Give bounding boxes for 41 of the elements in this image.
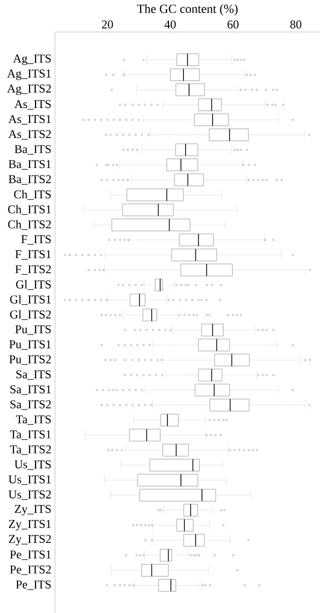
y-tick-label: F_ITS1 bbox=[15, 250, 51, 260]
x-tick-label: 40 bbox=[164, 20, 176, 28]
y-tick-label: Zy_ITS bbox=[14, 504, 51, 516]
y-tick-label: Ag_ITS2 bbox=[7, 84, 51, 96]
y-tick-label: Ch_ITS2 bbox=[8, 220, 51, 230]
y-tick-label: As_ITS1 bbox=[8, 115, 51, 125]
y-tick-label: Ch_ITS bbox=[14, 190, 51, 200]
x-tick-label: 60 bbox=[228, 20, 239, 28]
y-tick-label: Ba_ITS1 bbox=[8, 160, 51, 170]
y-tick-label: Pe_ITS2 bbox=[10, 565, 51, 575]
y-tick-label: Ta_ITS2 bbox=[10, 445, 51, 455]
y-tick-label: Ba_ITS2 bbox=[8, 175, 51, 185]
y-tick-label: Gl_ITS1 bbox=[10, 295, 51, 305]
x-axis-title: The GC content (%) bbox=[137, 4, 238, 16]
y-tick-label: Pe_ITS bbox=[16, 580, 51, 590]
y-tick-label: Pu_ITS1 bbox=[9, 340, 51, 350]
y-tick-label: Us_ITS2 bbox=[8, 490, 51, 500]
y-tick-label: F_ITS bbox=[21, 235, 51, 245]
y-tick-label: Sa_ITS1 bbox=[10, 385, 51, 395]
y-tick-label: Sa_ITS bbox=[16, 370, 51, 380]
y-tick-label: Us_ITS bbox=[14, 460, 51, 470]
y-tick-label: As_ITS bbox=[14, 100, 51, 110]
y-tick-label: Us_ITS1 bbox=[8, 475, 51, 485]
y-tick-label: Ta_ITS1 bbox=[10, 430, 51, 440]
y-tick-label: Pu_ITS2 bbox=[9, 355, 51, 365]
y-tick-label: Sa_ITS2 bbox=[10, 400, 51, 410]
y-tick-label: Pe_ITS1 bbox=[10, 550, 51, 560]
y-tick-label: Ag_ITS bbox=[13, 54, 51, 66]
y-tick-label: Gl_ITS bbox=[16, 280, 51, 290]
y-tick-label: Ch_ITS1 bbox=[8, 204, 51, 215]
y-tick-label: F_ITS2 bbox=[15, 265, 51, 275]
y-tick-label: Zy_ITS1 bbox=[8, 520, 51, 530]
y-tick-label: Pu_ITS bbox=[15, 325, 51, 335]
y-tick-label: Ta_ITS bbox=[16, 415, 51, 425]
y-tick-label: As_ITS2 bbox=[8, 130, 51, 140]
y-tick-label: Gl_ITS2 bbox=[10, 310, 51, 320]
x-tick-label: 80 bbox=[290, 20, 302, 28]
y-tick-label: Ag_ITS1 bbox=[7, 70, 51, 80]
y-tick-label: Zy_ITS2 bbox=[8, 534, 51, 546]
x-tick-label: 20 bbox=[102, 20, 113, 28]
y-tick-label: Ba_ITS bbox=[14, 145, 51, 155]
